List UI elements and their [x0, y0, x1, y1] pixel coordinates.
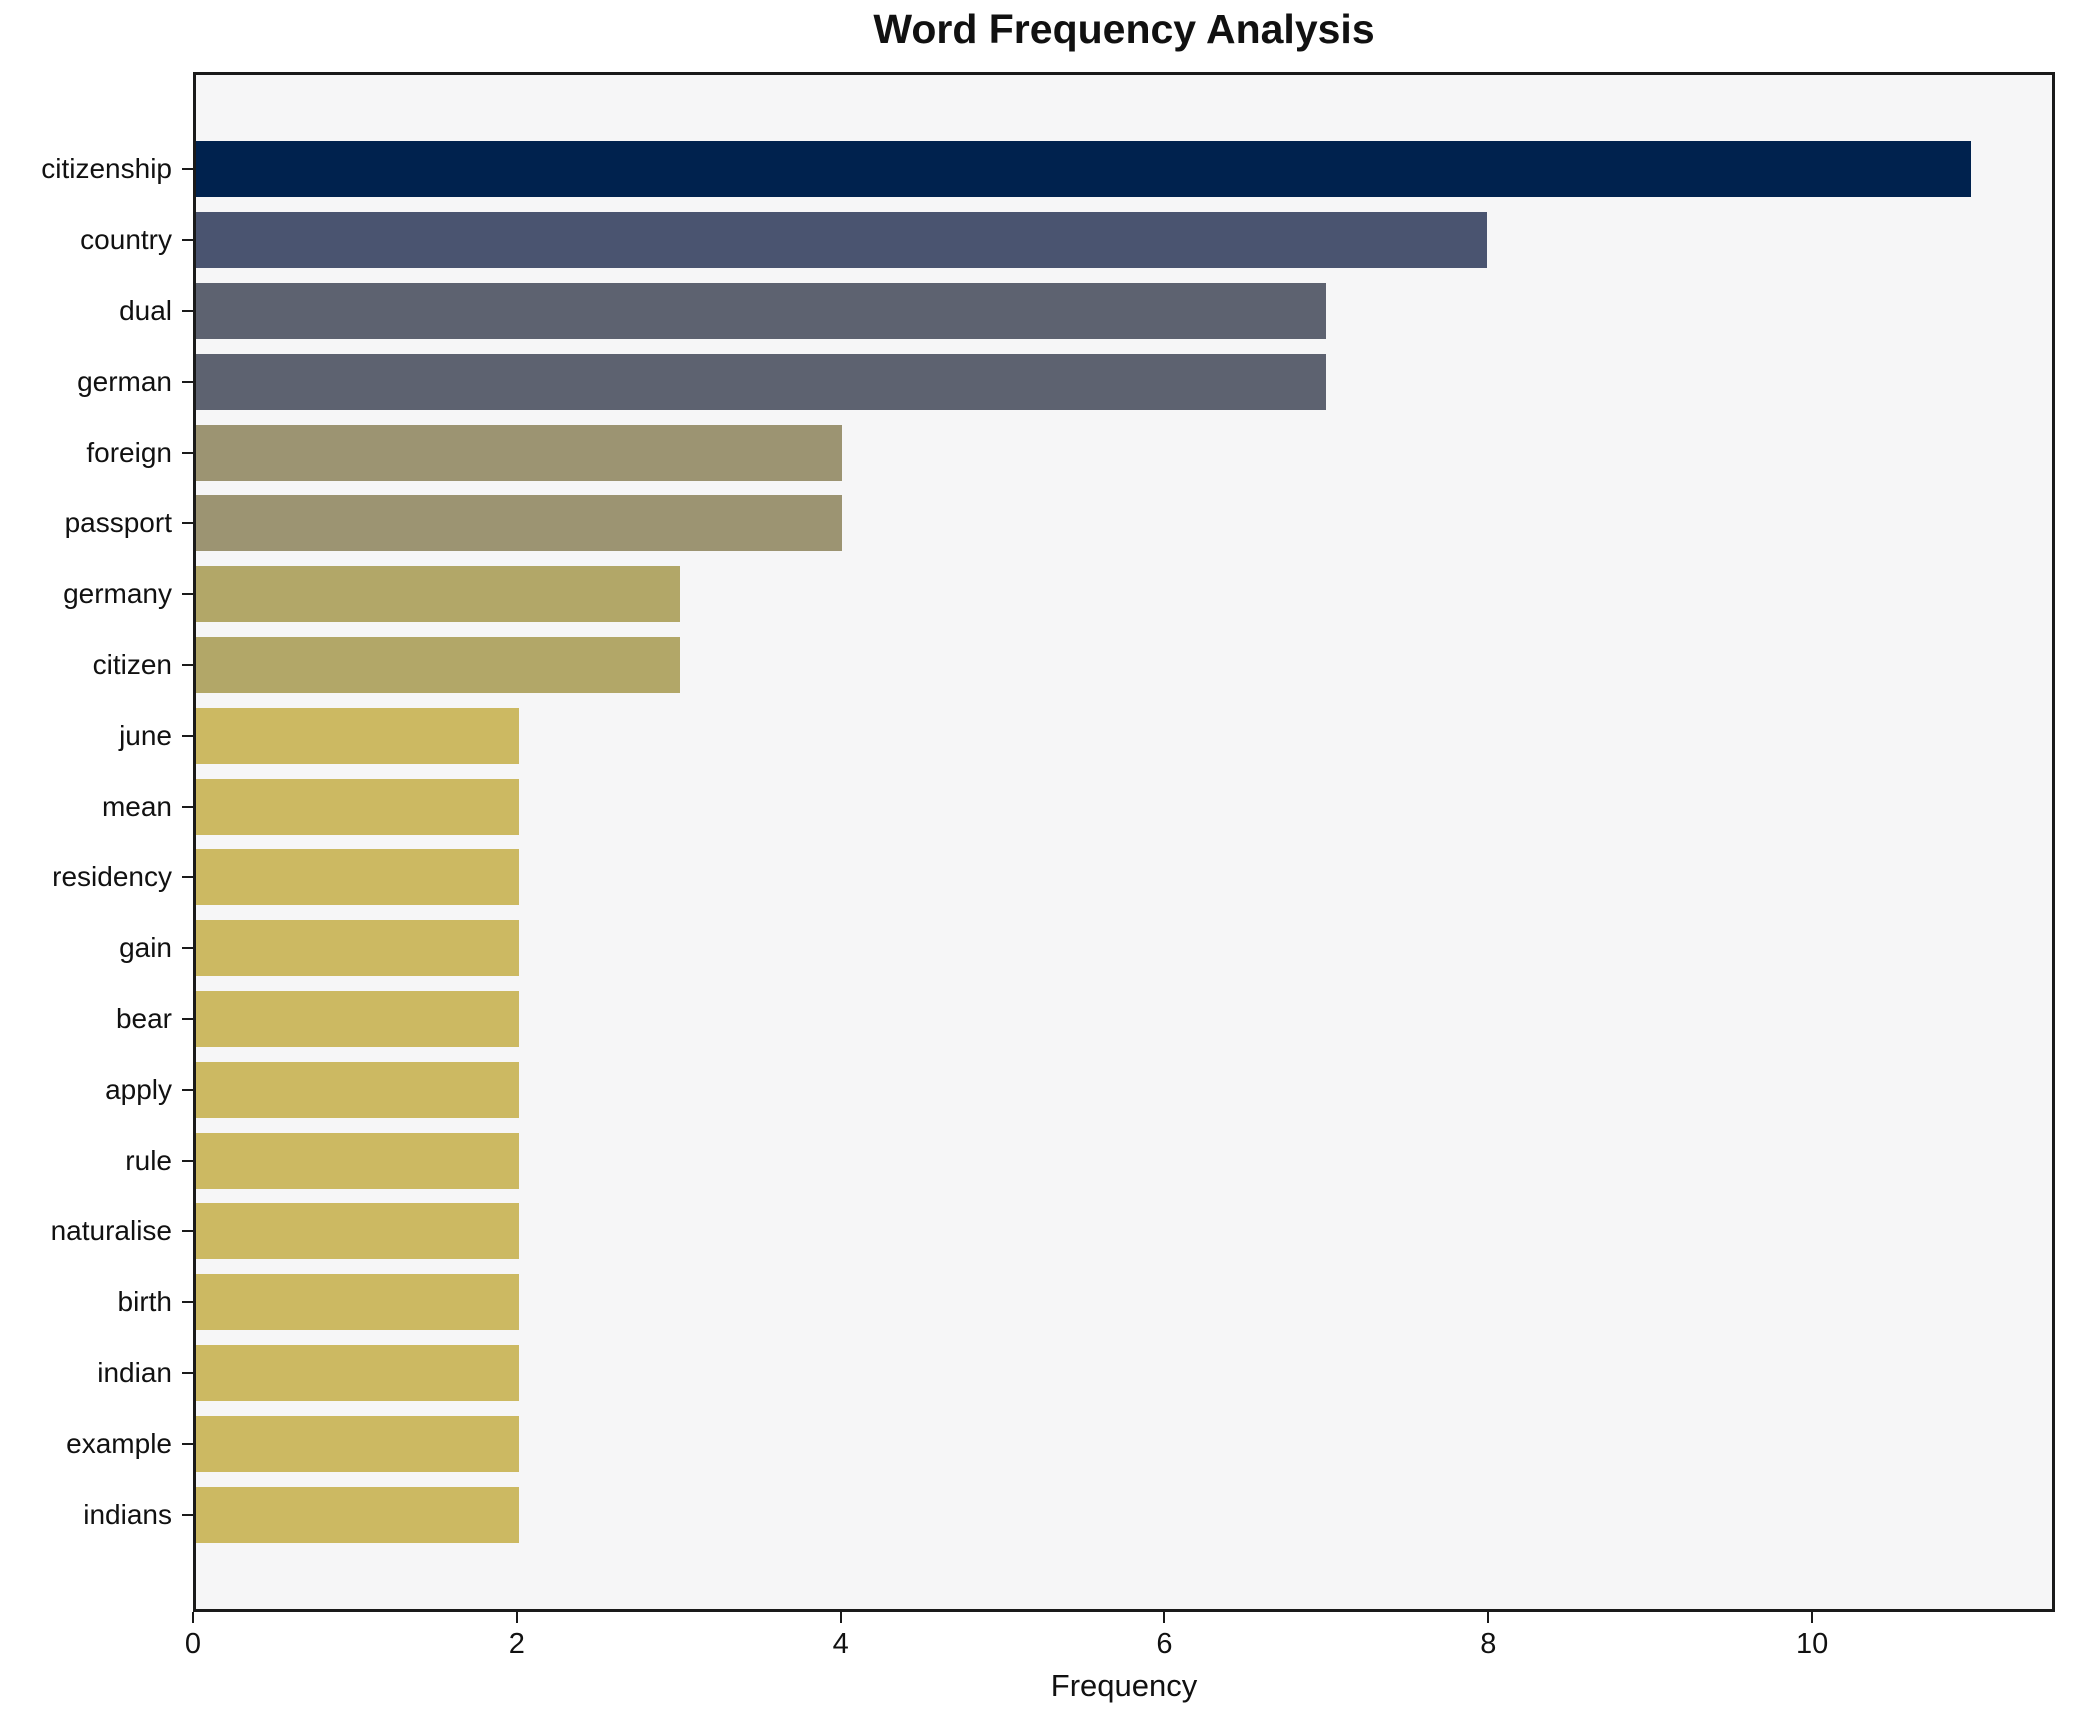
- bar-passport: [196, 495, 842, 552]
- ytick-label-naturalise: naturalise: [50, 1215, 172, 1247]
- ytick-label-june: june: [119, 719, 172, 751]
- bar-country: [196, 212, 1488, 269]
- ytick-label-germany: germany: [63, 578, 172, 610]
- xtick-mark-8: [1487, 1612, 1490, 1623]
- ytick-label-apply: apply: [105, 1073, 172, 1105]
- bar-indians: [196, 1486, 519, 1543]
- ytick-mark-mean: [182, 805, 193, 808]
- ytick-label-gain: gain: [119, 932, 172, 964]
- bar-german: [196, 353, 1326, 410]
- bar-gain: [196, 920, 519, 977]
- xtick-label-4: 4: [832, 1628, 849, 1660]
- bar-apply: [196, 1061, 519, 1118]
- ytick-label-mean: mean: [101, 790, 172, 822]
- xtick-mark-0: [192, 1612, 194, 1623]
- xtick-mark-10: [1811, 1612, 1814, 1623]
- ytick-mark-gain: [182, 947, 193, 950]
- ytick-mark-citizenship: [182, 168, 193, 171]
- ytick-mark-indians: [182, 1513, 193, 1516]
- ytick-mark-country: [182, 239, 193, 242]
- ytick-label-indian: indian: [97, 1357, 172, 1388]
- bar-mean: [196, 778, 519, 835]
- ytick-mark-residency: [182, 876, 193, 879]
- ytick-mark-example: [182, 1442, 193, 1445]
- ytick-mark-birth: [182, 1301, 193, 1304]
- ytick-label-residency: residency: [52, 861, 172, 893]
- ytick-label-german: german: [77, 365, 172, 397]
- ytick-label-bear: bear: [115, 1003, 172, 1034]
- x-axis-title: Frequency: [1050, 1668, 1198, 1703]
- ytick-label-foreign: foreign: [86, 436, 172, 468]
- bar-birth: [196, 1274, 519, 1331]
- ytick-label-country: country: [80, 224, 172, 256]
- bar-indian: [196, 1345, 519, 1401]
- ytick-label-citizen: citizen: [92, 649, 172, 680]
- bar-example: [196, 1415, 519, 1472]
- ytick-mark-june: [182, 734, 193, 737]
- xtick-label-10: 10: [1795, 1628, 1829, 1660]
- plot-area: [193, 72, 2055, 1612]
- bar-citizenship: [196, 141, 1972, 198]
- ytick-label-citizenship: citizenship: [41, 153, 172, 185]
- xtick-label-8: 8: [1480, 1628, 1497, 1660]
- xtick-mark-6: [1163, 1612, 1166, 1623]
- ytick-mark-bear: [182, 1018, 193, 1020]
- bar-citizen: [196, 637, 681, 693]
- ytick-mark-rule: [182, 1159, 193, 1162]
- ytick-label-birth: birth: [117, 1286, 172, 1318]
- ytick-mark-germany: [182, 593, 193, 596]
- bar-june: [196, 707, 519, 764]
- ytick-mark-foreign: [182, 451, 193, 454]
- chart-title: Word Frequency Analysis: [873, 6, 1375, 52]
- ytick-mark-passport: [182, 522, 193, 525]
- ytick-label-dual: dual: [119, 295, 172, 326]
- xtick-label-0: 0: [184, 1628, 202, 1660]
- bar-rule: [196, 1132, 519, 1189]
- bar-naturalise: [196, 1203, 519, 1260]
- bar-dual: [196, 283, 1326, 339]
- ytick-label-example: example: [66, 1427, 172, 1459]
- bar-residency: [196, 849, 519, 906]
- ytick-mark-citizen: [182, 664, 193, 666]
- xtick-label-6: 6: [1156, 1628, 1173, 1660]
- xtick-mark-4: [839, 1612, 842, 1623]
- ytick-mark-naturalise: [182, 1230, 193, 1233]
- bar-bear: [196, 991, 519, 1047]
- ytick-mark-apply: [182, 1088, 193, 1091]
- bar-foreign: [196, 424, 842, 481]
- ytick-label-rule: rule: [125, 1144, 172, 1176]
- xtick-label-2: 2: [508, 1628, 525, 1660]
- ytick-mark-indian: [182, 1372, 193, 1374]
- bar-germany: [196, 566, 681, 623]
- ytick-mark-german: [182, 380, 193, 383]
- xtick-mark-2: [515, 1612, 518, 1623]
- ytick-label-indians: indians: [83, 1498, 172, 1530]
- ytick-mark-dual: [182, 310, 193, 312]
- ytick-label-passport: passport: [64, 507, 172, 539]
